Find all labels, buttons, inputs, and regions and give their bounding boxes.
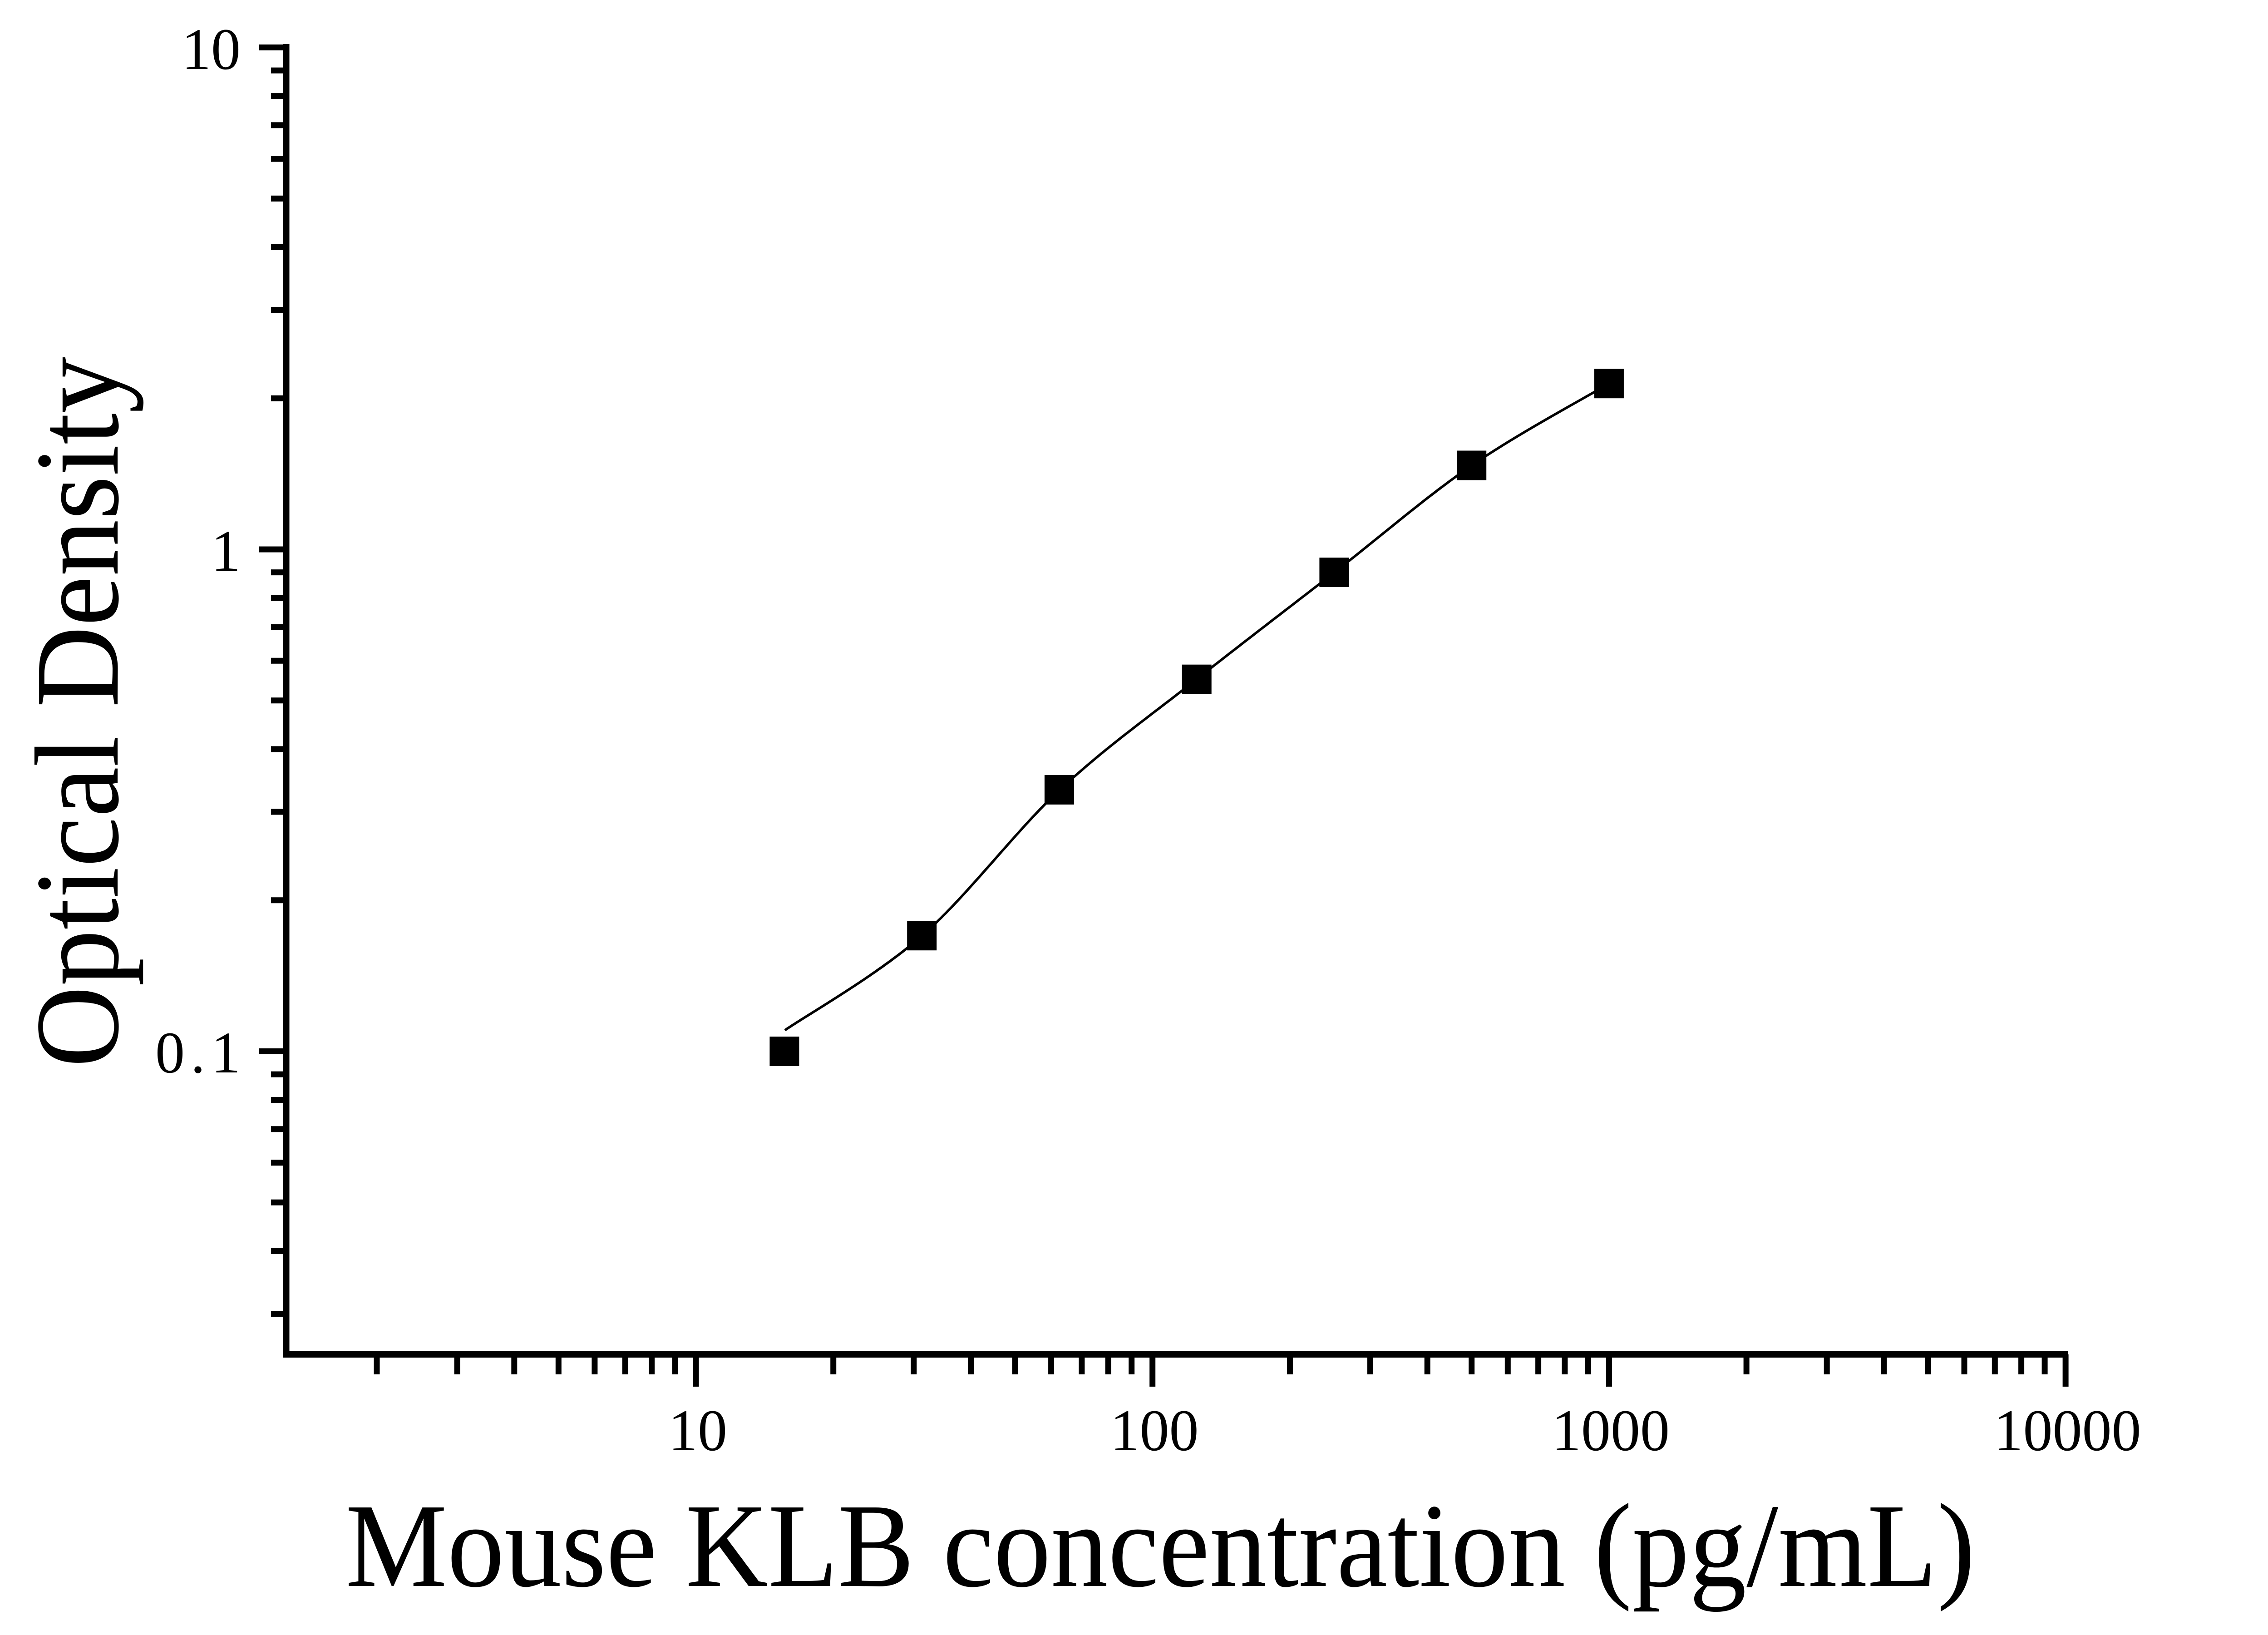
svg-text:10000: 10000 [1994, 1398, 2141, 1463]
svg-text:Mouse KLB concentration (pg/mL: Mouse KLB concentration (pg/mL) [345, 1480, 1975, 1612]
svg-text:100: 100 [1110, 1398, 1199, 1463]
svg-text:10: 10 [182, 17, 241, 82]
svg-text:1000: 1000 [1552, 1398, 1670, 1463]
svg-text:Optical Density: Optical Density [11, 357, 144, 1067]
svg-text:0.1: 0.1 [155, 1020, 241, 1086]
svg-text:10: 10 [668, 1398, 727, 1463]
svg-text:1: 1 [211, 519, 241, 584]
